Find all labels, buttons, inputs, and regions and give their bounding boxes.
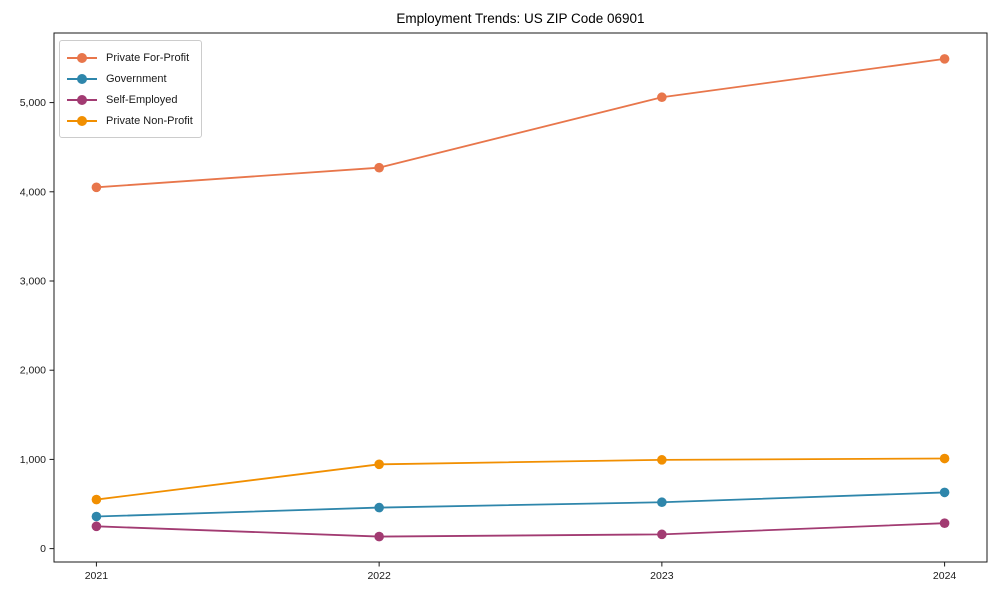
data-point-private-non-profit-2021 (91, 494, 102, 505)
legend-item-private-for-profit: Private For-Profit (67, 47, 193, 68)
series-line-private-for-profit (96, 57, 945, 189)
legend-marker-icon (67, 94, 97, 105)
data-point-self-employed-2022 (374, 531, 384, 542)
data-point-government-2023 (657, 497, 667, 508)
data-point-government-2021 (91, 511, 102, 522)
plot-frame (53, 32, 988, 563)
data-point-self-employed-2024 (939, 518, 950, 528)
data-point-self-employed-2021 (91, 521, 102, 532)
legend-item-self-employed: Self-Employed (67, 89, 193, 110)
y-axis-tick-label: 0 (40, 543, 46, 555)
legend-label: Private For-Profit (106, 51, 190, 64)
legend-marker-icon (67, 52, 97, 63)
series-line-private-non-profit (96, 457, 945, 501)
data-point-private-non-profit-2024 (939, 453, 950, 464)
series-line-self-employed (96, 522, 945, 538)
legend-marker-icon (67, 115, 97, 126)
x-axis-tick-label: 2021 (85, 570, 109, 582)
y-axis-tick-label: 4,000 (20, 186, 46, 198)
legend-label: Government (106, 72, 167, 85)
legend-item-government: Government (67, 68, 193, 89)
y-axis-tick-label: 1,000 (20, 454, 46, 466)
data-point-self-employed-2023 (657, 529, 667, 540)
y-axis-tick-label: 2,000 (20, 365, 46, 377)
data-point-government-2024 (939, 487, 950, 498)
chart-title: Employment Trends: US ZIP Code 06901 (396, 11, 645, 26)
legend-label: Private Non-Profit (106, 114, 193, 127)
data-point-private-for-profit-2022 (374, 162, 384, 173)
x-axis-tick-label: 2022 (367, 570, 391, 582)
x-axis-tick-label: 2024 (933, 570, 957, 582)
legend-label: Self-Employed (106, 93, 178, 106)
data-point-private-for-profit-2023 (657, 92, 667, 103)
y-axis-tick-label: 3,000 (20, 275, 46, 287)
data-point-government-2022 (374, 502, 384, 513)
legend-marker-icon (67, 73, 97, 84)
data-point-private-for-profit-2021 (91, 182, 102, 193)
legend: Private For-Profit Government Self-Employe… (59, 40, 202, 138)
legend-item-private-non-profit: Private Non-Profit (67, 110, 193, 131)
y-axis-tick-label: 5,000 (20, 97, 46, 109)
data-point-private-non-profit-2022 (374, 459, 384, 470)
series-line-government (96, 491, 945, 518)
data-point-private-non-profit-2023 (657, 455, 667, 465)
data-point-private-for-profit-2024 (939, 54, 950, 64)
x-axis-tick-label: 2023 (650, 570, 674, 582)
